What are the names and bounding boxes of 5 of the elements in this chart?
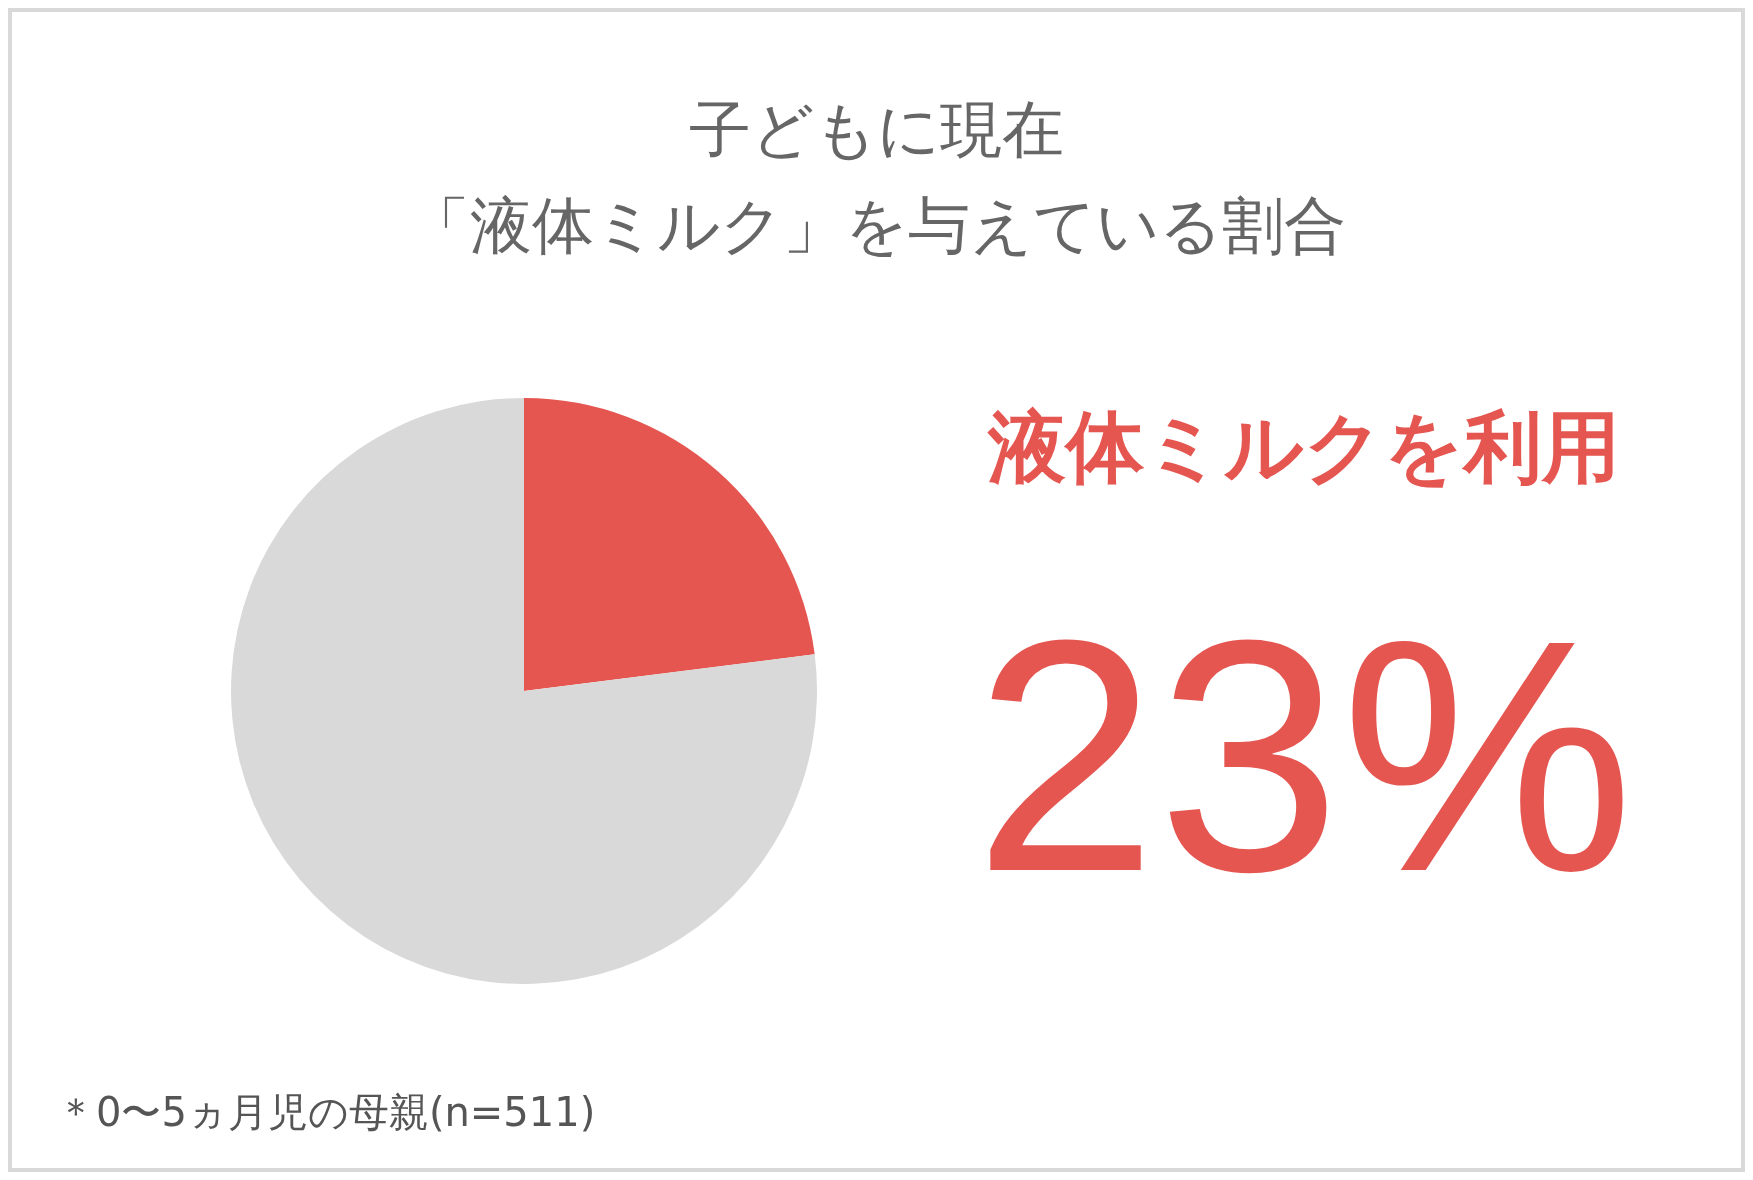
chart-title: 子どもに現在 — [688, 92, 1065, 168]
chart-subtitle: 「液体ミルク」を与えている割合 — [406, 188, 1347, 264]
text: ＊0〜5ヵ月児の母親(n=511) — [56, 1088, 596, 1137]
slice-label: 液体ミルクを利用 — [987, 402, 1620, 492]
data-label: 23% — [973, 571, 1635, 940]
